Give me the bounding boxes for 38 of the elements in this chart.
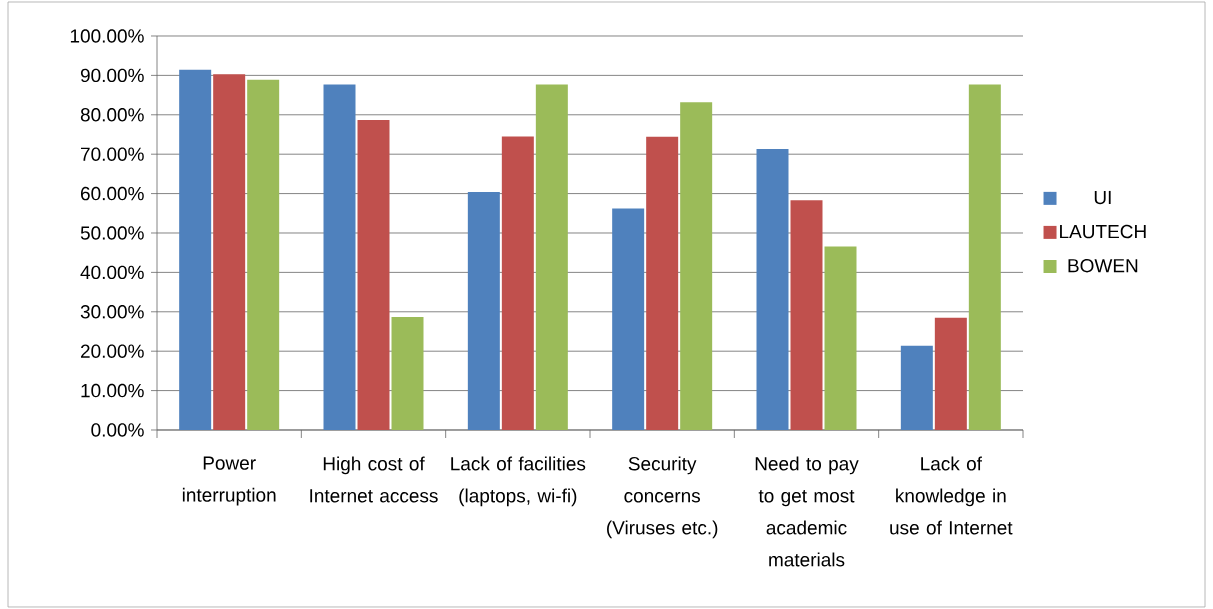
legend-label: BOWEN	[1068, 258, 1138, 273]
x-tick-label: Lack of knowledge in use of Internet	[890, 456, 1013, 535]
y-tick-label: 30.00%	[80, 305, 144, 319]
bar	[756, 149, 789, 430]
y-tick-label: 80.00%	[80, 108, 144, 122]
bar	[467, 192, 500, 430]
y-tick-label: 40.00%	[80, 265, 144, 280]
bar	[824, 246, 857, 430]
x-tick-label: Lack of facilities (laptops, wi-fi)	[451, 456, 586, 507]
y-tick-label: 0.00%	[91, 423, 144, 437]
y-tick-label: 50.00%	[80, 226, 144, 240]
x-tick-label: Power interruption	[182, 456, 276, 506]
bar	[213, 74, 246, 430]
bar	[391, 316, 424, 430]
x-tick-label: Security concerns (Viruses etc.)	[607, 456, 718, 539]
y-tick-label: 10.00%	[81, 383, 144, 398]
bar	[501, 136, 534, 430]
bar	[680, 102, 713, 430]
bar	[535, 84, 568, 430]
bar	[357, 119, 390, 430]
bar	[247, 79, 280, 430]
legend-label: UI	[1094, 190, 1111, 205]
bar	[179, 69, 212, 430]
y-tick-label: 20.00%	[80, 344, 144, 358]
bar	[646, 136, 679, 430]
bar	[323, 84, 356, 430]
bar	[900, 345, 933, 430]
x-tick-label: High cost of Internet access	[310, 456, 438, 503]
y-tick-label: 70.00%	[81, 147, 144, 161]
bar	[612, 208, 645, 430]
bar	[790, 200, 823, 430]
y-tick-label: 100.00%	[70, 29, 144, 43]
x-tick-label: Need to pay to get most academic materials	[755, 456, 859, 567]
y-tick-label: 60.00%	[80, 186, 144, 201]
y-tick-label: 90.00%	[80, 68, 144, 83]
bar	[934, 317, 967, 430]
bar	[968, 84, 1001, 430]
legend-label: LAUTECH	[1060, 224, 1146, 239]
